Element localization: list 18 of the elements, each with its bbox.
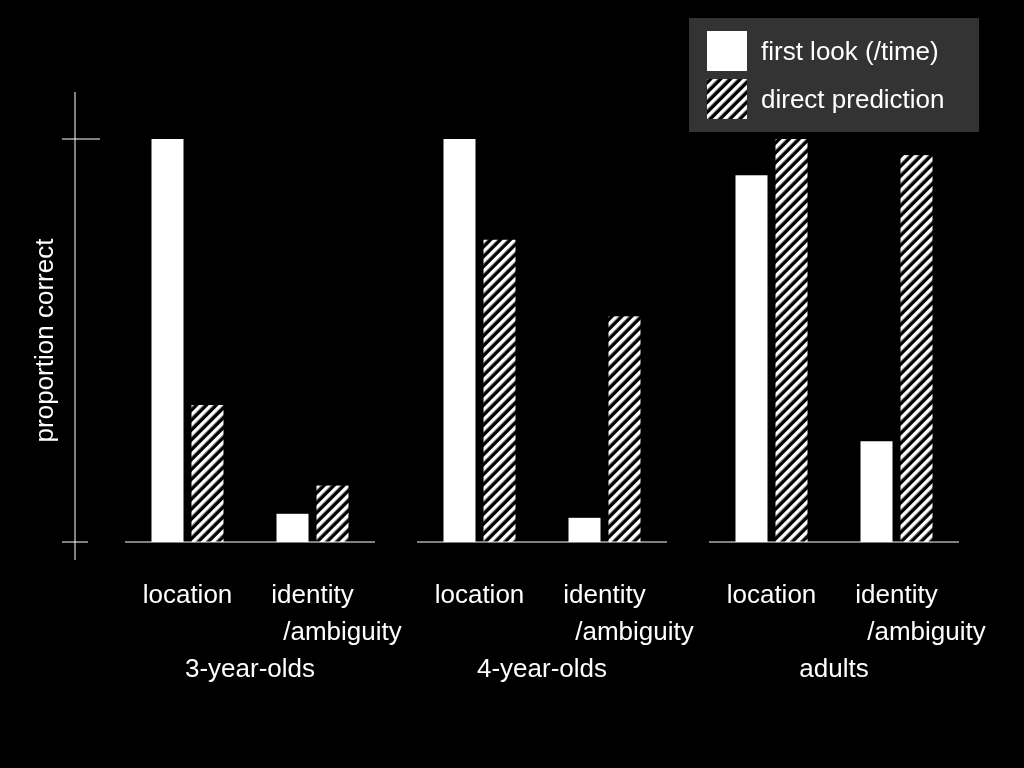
bar	[900, 155, 933, 542]
bar	[316, 485, 349, 542]
x-tick-label: location	[142, 579, 233, 609]
bar	[608, 316, 641, 542]
bar	[191, 404, 224, 542]
legend-label: direct prediction	[761, 84, 945, 114]
x-tick-label: identity /ambiguity	[563, 579, 694, 646]
x-tick-label: location	[434, 579, 525, 609]
x-axis-title: 3-year-olds	[184, 653, 316, 683]
legend-label: first look (/time)	[761, 36, 939, 66]
x-tick-label: identity /ambiguity	[855, 579, 986, 646]
y-axis-title: proportion correct	[29, 237, 59, 443]
x-axis-title: 4-year-olds	[476, 653, 608, 683]
bar	[483, 239, 516, 542]
x-tick-label: location	[726, 579, 817, 609]
bar	[775, 139, 808, 542]
x-tick-label: identity /ambiguity	[271, 579, 402, 646]
x-axis-title: adults	[799, 653, 869, 683]
